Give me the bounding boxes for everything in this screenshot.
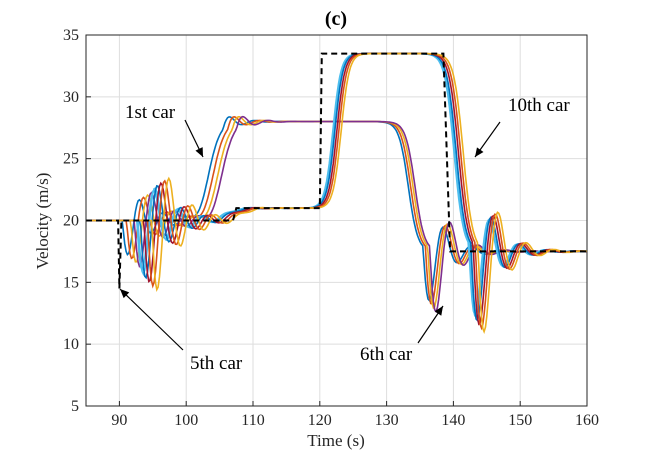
y-axis-label: Velocity (m/s) <box>33 173 52 270</box>
annotation-arrowhead <box>434 306 443 316</box>
series-line-car-3 <box>86 116 587 310</box>
x-tick-label: 160 <box>575 412 599 429</box>
y-tick-label: 15 <box>63 274 79 291</box>
series-lines <box>86 52 588 334</box>
y-tick-label: 5 <box>71 398 79 415</box>
x-tick-label: 140 <box>441 412 465 429</box>
chart-title: (c) <box>325 8 347 30</box>
y-tick-label: 10 <box>63 336 79 353</box>
y-tick-label: 30 <box>63 89 79 106</box>
plot-frame <box>85 34 588 407</box>
series-line-car-2 <box>86 115 587 305</box>
y-tick-label: 35 <box>63 27 79 44</box>
series-line-leader <box>86 52 587 289</box>
series-line-car-7 <box>86 52 588 322</box>
annotation-1st-car: 1st car <box>125 102 176 123</box>
series-line-car-8 <box>86 52 587 326</box>
annotation-arrowhead <box>475 147 484 157</box>
annotation-arrowhead <box>120 289 130 299</box>
annotation-5th-car: 5th car <box>190 353 243 374</box>
x-tick-label: 90 <box>111 412 127 429</box>
y-tick-label: 20 <box>63 213 79 230</box>
x-tick-label: 150 <box>508 412 532 429</box>
annotation-arrows <box>119 119 501 351</box>
x-tick-label: 120 <box>308 412 332 429</box>
y-tick-label: 25 <box>63 151 79 168</box>
x-tick-labels: 90 100 110 120 130 140 150 160 <box>111 412 599 429</box>
x-axis-label: Time (s) <box>307 431 364 450</box>
x-tick-label: 130 <box>375 412 399 429</box>
series-line-car-10 <box>86 52 588 334</box>
annotation-10th-car: 10th car <box>508 95 570 116</box>
annotations: 1st car 10th car 5th car 6th car <box>125 95 570 374</box>
annotation-arrowhead <box>195 147 203 157</box>
annotation-arrow-line <box>119 288 184 351</box>
y-tick-labels: 5 10 15 20 25 30 35 <box>63 27 79 415</box>
series-line-car-1 <box>86 116 587 302</box>
x-tick-label: 110 <box>241 412 264 429</box>
annotation-6th-car: 6th car <box>360 344 413 365</box>
x-tick-label: 100 <box>174 412 198 429</box>
